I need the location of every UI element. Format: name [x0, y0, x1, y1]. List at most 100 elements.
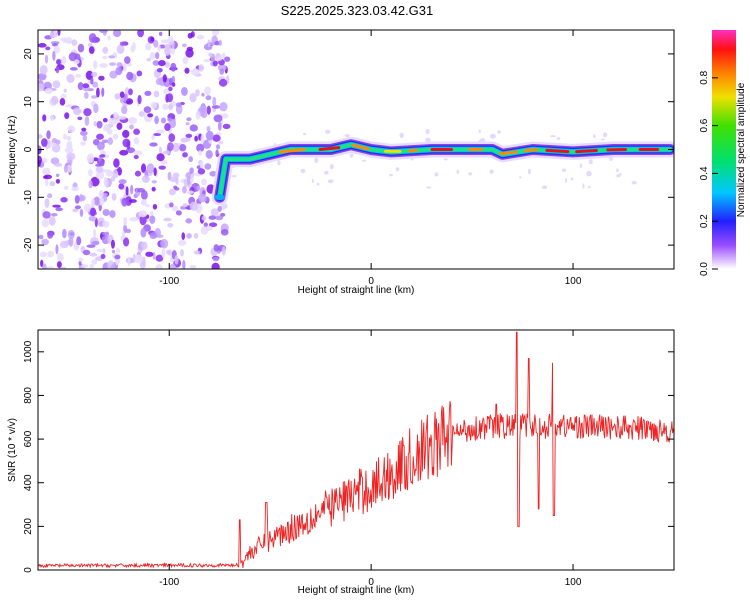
noise-blob: [103, 209, 110, 216]
noise-blob: [53, 27, 57, 34]
noise-blob: [44, 198, 49, 208]
noise-blob: [186, 233, 192, 238]
noise-blob: [163, 218, 171, 222]
noise-blob: [224, 57, 230, 62]
noise-blob: [114, 93, 120, 100]
noise-blob: [169, 189, 176, 196]
noise-blob: [218, 141, 223, 145]
noise-blob: [301, 169, 306, 173]
noise-blob: [128, 117, 137, 124]
noise-blob: [75, 205, 81, 209]
noise-blob: [117, 62, 123, 67]
noise-blob: [159, 165, 166, 169]
noise-blob: [90, 253, 97, 257]
noise-blob: [126, 72, 133, 80]
noise-blob: [97, 121, 103, 129]
noise-blob: [389, 174, 393, 176]
noise-blob: [188, 33, 193, 39]
noise-blob: [147, 163, 155, 173]
noise-blob: [47, 232, 53, 239]
noise-blob: [62, 229, 67, 238]
noise-blob: [47, 251, 54, 258]
noise-blob: [557, 137, 561, 140]
noise-blob: [93, 229, 96, 238]
colorbar-label: Normalized spectral amplitude: [736, 82, 747, 217]
noise-blob: [51, 213, 58, 217]
noise-blob: [56, 174, 59, 177]
noise-blob: [76, 236, 81, 245]
noise-blob: [113, 134, 118, 140]
noise-blob: [97, 142, 105, 151]
noise-blob: [40, 65, 48, 75]
noise-blob: [90, 208, 96, 217]
noise-blob: [118, 183, 124, 189]
noise-blob: [194, 136, 198, 142]
noise-blob: [123, 217, 127, 226]
noise-blob: [185, 218, 192, 223]
noise-blob: [108, 137, 113, 145]
noise-blob: [197, 185, 201, 190]
noise-blob: [144, 106, 152, 113]
noise-blob: [212, 105, 220, 109]
noise-blob: [198, 150, 202, 156]
noise-blob: [124, 56, 131, 64]
snr-xlabel: Height of straight line (km): [298, 585, 415, 596]
noise-blob: [99, 63, 108, 68]
noise-blob: [457, 170, 460, 174]
noise-blob: [164, 123, 171, 131]
noise-blob: [142, 175, 150, 183]
noise-blob: [73, 107, 81, 115]
y-tick-label: 20: [23, 48, 34, 60]
noise-blob: [204, 86, 211, 95]
noise-blob: [219, 68, 224, 75]
y-tick-label: 600: [23, 430, 34, 447]
chart-title: S225.2025.323.03.42.G31: [281, 3, 434, 18]
noise-blob: [182, 57, 188, 65]
noise-blob: [206, 131, 214, 141]
noise-blob: [182, 152, 188, 157]
noise-blob: [112, 250, 115, 254]
noise-blob: [52, 51, 55, 61]
track-peak: [577, 151, 597, 152]
noise-blob: [93, 60, 97, 69]
noise-blob: [181, 87, 188, 96]
noise-blob: [468, 172, 472, 175]
noise-blob: [119, 150, 128, 156]
noise-blob: [44, 175, 52, 180]
snr-frame: [38, 330, 674, 570]
noise-blob: [101, 88, 104, 97]
noise-blob: [45, 55, 48, 64]
noise-blob: [111, 240, 115, 249]
noise-blob: [221, 229, 229, 236]
noise-blob: [49, 216, 56, 225]
noise-blob: [44, 88, 53, 94]
noise-blob: [191, 68, 200, 75]
snr-line: [38, 332, 674, 568]
noise-blob: [189, 167, 194, 174]
noise-blob: [150, 52, 156, 60]
noise-blob: [153, 252, 156, 260]
noise-blob: [214, 114, 223, 122]
noise-blob: [196, 35, 204, 39]
noise-blob: [64, 112, 69, 119]
noise-blob: [122, 231, 126, 240]
noise-blob: [52, 205, 61, 208]
noise-blob: [154, 91, 159, 98]
noise-blob: [167, 223, 173, 227]
noise-blob: [154, 116, 159, 124]
noise-blob: [208, 53, 212, 57]
noise-blob: [80, 141, 85, 146]
noise-blob: [114, 255, 120, 260]
noise-blob: [68, 237, 73, 247]
noise-blob: [174, 255, 178, 265]
noise-blob: [64, 186, 69, 190]
noise-blob: [206, 126, 210, 132]
noise-blob: [130, 217, 139, 222]
noise-blob: [580, 163, 582, 168]
noise-blob: [78, 258, 83, 262]
noise-blob: [80, 209, 83, 217]
noise-blob: [69, 232, 74, 236]
noise-blob: [140, 228, 146, 238]
noise-blob: [71, 39, 77, 46]
